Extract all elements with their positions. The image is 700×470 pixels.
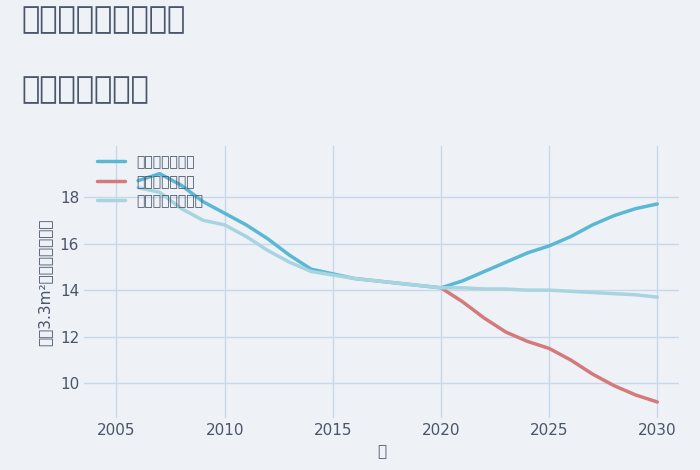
グッドシナリオ	[220, 211, 229, 216]
ノーマルシナリオ	[524, 287, 532, 293]
グッドシナリオ	[307, 266, 316, 272]
ノーマルシナリオ	[134, 185, 142, 190]
Y-axis label: 坤（3.3m²）単価（万円）: 坤（3.3m²）単価（万円）	[38, 218, 52, 346]
ノーマルシナリオ	[502, 286, 510, 292]
Line: ノーマルシナリオ: ノーマルシナリオ	[138, 188, 657, 297]
グッドシナリオ	[502, 259, 510, 265]
ノーマルシナリオ	[653, 294, 662, 300]
グッドシナリオ	[437, 285, 445, 290]
ノーマルシナリオ	[242, 234, 251, 239]
X-axis label: 年: 年	[377, 444, 386, 459]
ノーマルシナリオ	[286, 259, 294, 265]
バッドシナリオ	[653, 399, 662, 405]
ノーマルシナリオ	[566, 289, 575, 294]
Legend: グッドシナリオ, バッドシナリオ, ノーマルシナリオ: グッドシナリオ, バッドシナリオ, ノーマルシナリオ	[97, 156, 203, 209]
ノーマルシナリオ	[199, 218, 207, 223]
Line: バッドシナリオ: バッドシナリオ	[441, 288, 657, 402]
グッドシナリオ	[155, 171, 164, 176]
グッドシナリオ	[458, 278, 467, 284]
ノーマルシナリオ	[350, 276, 358, 282]
グッドシナリオ	[199, 199, 207, 204]
グッドシナリオ	[350, 276, 358, 282]
ノーマルシナリオ	[610, 291, 618, 297]
グッドシナリオ	[177, 182, 186, 188]
バッドシナリオ	[502, 329, 510, 335]
グッドシナリオ	[566, 234, 575, 239]
バッドシナリオ	[524, 338, 532, 344]
ノーマルシナリオ	[393, 280, 402, 286]
グッドシナリオ	[134, 178, 142, 183]
ノーマルシナリオ	[328, 272, 337, 278]
バッドシナリオ	[437, 285, 445, 290]
バッドシナリオ	[631, 392, 640, 398]
グッドシナリオ	[480, 269, 489, 274]
バッドシナリオ	[566, 357, 575, 363]
ノーマルシナリオ	[220, 222, 229, 228]
ノーマルシナリオ	[458, 285, 467, 290]
ノーマルシナリオ	[545, 287, 554, 293]
グッドシナリオ	[415, 282, 424, 288]
グッドシナリオ	[242, 222, 251, 228]
ノーマルシナリオ	[437, 285, 445, 290]
グッドシナリオ	[328, 271, 337, 277]
ノーマルシナリオ	[155, 189, 164, 195]
Text: 三重県津市川方町の: 三重県津市川方町の	[21, 5, 186, 34]
グッドシナリオ	[653, 201, 662, 207]
ノーマルシナリオ	[264, 248, 272, 253]
バッドシナリオ	[588, 371, 596, 377]
ノーマルシナリオ	[588, 290, 596, 295]
グッドシナリオ	[372, 278, 380, 284]
グッドシナリオ	[588, 222, 596, 228]
ノーマルシナリオ	[307, 269, 316, 274]
ノーマルシナリオ	[415, 282, 424, 288]
Text: 土地の価格推移: 土地の価格推移	[21, 75, 148, 104]
グッドシナリオ	[393, 280, 402, 286]
グッドシナリオ	[264, 236, 272, 242]
ノーマルシナリオ	[372, 278, 380, 284]
バッドシナリオ	[458, 299, 467, 305]
グッドシナリオ	[610, 213, 618, 219]
ノーマルシナリオ	[631, 292, 640, 298]
バッドシナリオ	[610, 383, 618, 389]
バッドシナリオ	[480, 315, 489, 321]
ノーマルシナリオ	[177, 206, 186, 212]
グッドシナリオ	[631, 206, 640, 212]
グッドシナリオ	[524, 250, 532, 256]
バッドシナリオ	[545, 345, 554, 351]
グッドシナリオ	[545, 243, 554, 249]
ノーマルシナリオ	[480, 286, 489, 292]
Line: グッドシナリオ: グッドシナリオ	[138, 173, 657, 288]
グッドシナリオ	[286, 252, 294, 258]
